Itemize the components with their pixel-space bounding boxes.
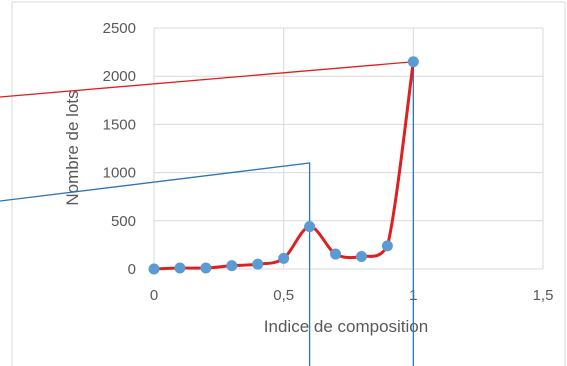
y-tick-label-5: 2500 <box>103 20 136 37</box>
chart-frame <box>11 1 566 366</box>
data-point-2 <box>200 262 212 274</box>
data-point-6 <box>304 221 316 233</box>
data-series <box>148 56 419 275</box>
data-point-1 <box>174 262 186 274</box>
data-point-7 <box>330 248 342 260</box>
data-point-9 <box>381 240 393 252</box>
x-tick-label-0: 0 <box>150 287 158 304</box>
data-point-8 <box>355 250 367 262</box>
gridlines <box>153 27 544 270</box>
y-tick-label-4: 2000 <box>103 68 136 85</box>
data-point-5 <box>278 252 290 264</box>
data-point-4 <box>252 258 264 270</box>
red-callout-line <box>0 61 414 98</box>
data-point-0 <box>148 263 160 275</box>
y-tick-label-3: 1500 <box>103 116 136 133</box>
chart-border <box>11 1 566 366</box>
y-tick-label-2: 1000 <box>103 165 136 182</box>
callout-lines <box>0 61 414 366</box>
y-tick-label-1: 500 <box>111 213 136 230</box>
blue-callout-line <box>0 162 311 366</box>
y-tick-label-0: 0 <box>128 261 136 278</box>
x-tick-label-3: 1,5 <box>533 287 554 304</box>
y-tick-labels: 0 500 1000 1500 2000 2500 <box>103 20 136 278</box>
x-tick-labels: 00,511,5 <box>150 287 554 304</box>
x-tick-label-1: 0,5 <box>273 287 294 304</box>
x-axis-title: Indice de composition <box>264 317 428 336</box>
y-axis-title: Nombre de lots <box>63 90 82 205</box>
data-point-3 <box>226 260 238 272</box>
data-point-10 <box>407 56 419 68</box>
